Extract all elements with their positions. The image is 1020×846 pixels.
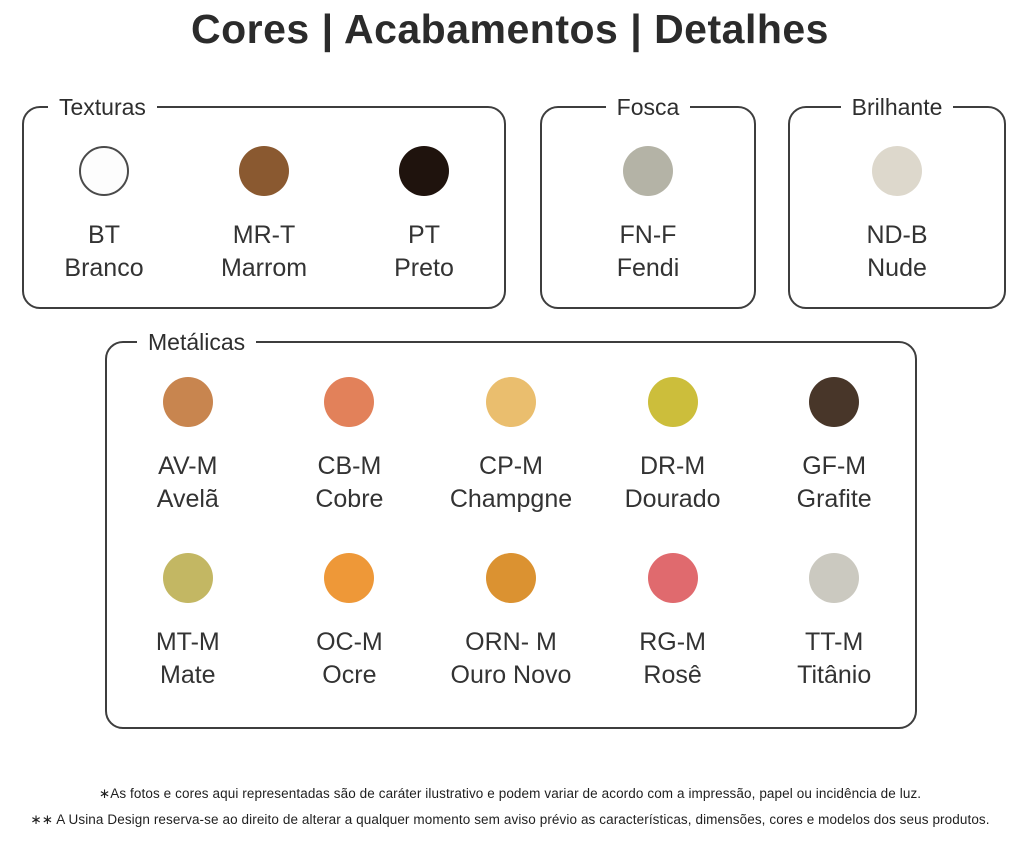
footnotes: ∗As fotos e cores aqui representadas são… bbox=[0, 786, 1020, 838]
swatch-name: Preto bbox=[394, 254, 454, 282]
swatch-code: OC-M bbox=[316, 628, 383, 656]
swatch-orn-m-ouro-novo-dot bbox=[485, 553, 536, 603]
swatch-name: Branco bbox=[64, 254, 144, 282]
swatch-nd-b-nude-dot bbox=[872, 146, 922, 196]
swatch-cp-m-champgne: CP-M Champgne bbox=[430, 377, 592, 513]
swatch-name: Marrom bbox=[220, 254, 308, 282]
group-texturas: Texturas BT Branco MR-T Marrom PT Preto bbox=[22, 94, 506, 309]
swatch-code: RG-M bbox=[639, 628, 706, 656]
swatch-rg-m-rose: RG-M Rosê bbox=[592, 553, 754, 689]
group-metalicas: Metálicas AV-M Avelã CB-M Cobre CP-M Cha… bbox=[105, 329, 917, 729]
swatch-code: MT-M bbox=[155, 628, 220, 656]
swatch-fn-f-fendi-dot bbox=[623, 146, 673, 196]
swatch-gf-m-grafite: GF-M Grafite bbox=[753, 377, 915, 513]
swatch-name: Rosê bbox=[643, 661, 702, 689]
swatch-tt-m-titanio-dot bbox=[809, 553, 860, 603]
swatch-tt-m-titanio: TT-M Titânio bbox=[753, 553, 915, 689]
swatch-gf-m-grafite-dot bbox=[809, 377, 860, 427]
swatch-mr-t-marrom-dot bbox=[239, 146, 289, 196]
swatch-code: GF-M bbox=[802, 452, 867, 480]
swatch-name: Mate bbox=[160, 661, 216, 689]
swatch-code: TT-M bbox=[805, 628, 864, 656]
swatch-bt-branco: BT Branco bbox=[24, 146, 184, 282]
swatch-name: Fendi bbox=[616, 254, 680, 282]
swatch-oc-m-ocre-dot bbox=[324, 553, 375, 603]
page-title: Cores | Acabamentos | Detalhes bbox=[191, 6, 829, 52]
swatch-name: Ocre bbox=[322, 661, 377, 689]
swatch-dr-m-dourado: DR-M Dourado bbox=[592, 377, 754, 513]
swatch-code: ND-B bbox=[866, 221, 928, 249]
swatch-name: Grafite bbox=[796, 485, 872, 513]
swatch-av-m-avela: AV-M Avelã bbox=[107, 377, 269, 513]
swatch-name: Ouro Novo bbox=[450, 661, 572, 689]
swatch-pt-preto-dot bbox=[399, 146, 449, 196]
swatch-code: AV-M bbox=[158, 452, 218, 480]
swatch-mt-m-mate-dot bbox=[162, 553, 213, 603]
swatch-mt-m-mate: MT-M Mate bbox=[107, 553, 269, 689]
swatch-name: Avelã bbox=[156, 485, 219, 513]
swatch-bt-branco-dot bbox=[79, 146, 129, 196]
swatch-name: Nude bbox=[867, 254, 927, 282]
group-fosca: Fosca FN-F Fendi bbox=[540, 94, 756, 309]
group-texturas-label: Texturas bbox=[59, 94, 146, 120]
swatch-name: Cobre bbox=[315, 485, 384, 513]
swatch-rg-m-rose-dot bbox=[647, 553, 698, 603]
swatch-fn-f-fendi: FN-F Fendi bbox=[542, 146, 754, 282]
swatch-nd-b-nude: ND-B Nude bbox=[790, 146, 1004, 282]
swatch-name: Champgne bbox=[449, 485, 573, 513]
texturas-swatch-row: BT Branco MR-T Marrom PT Preto bbox=[24, 120, 504, 282]
swatch-code: BT bbox=[88, 221, 120, 249]
group-fosca-label: Fosca bbox=[616, 94, 680, 120]
swatch-code: PT bbox=[408, 221, 440, 249]
swatch-av-m-avela-dot bbox=[162, 377, 213, 427]
swatch-cb-m-cobre-dot bbox=[324, 377, 375, 427]
swatch-code: FN-F bbox=[619, 221, 677, 249]
brilhante-swatch-row: ND-B Nude bbox=[790, 120, 1004, 282]
swatch-code: ORN- M bbox=[465, 628, 557, 656]
swatch-dr-m-dourado-dot bbox=[647, 377, 698, 427]
swatch-pt-preto: PT Preto bbox=[344, 146, 504, 282]
metalicas-swatch-row-2: MT-M Mate OC-M Ocre ORN- M Ouro Novo RG-… bbox=[107, 553, 915, 689]
footnote-illustrative: ∗As fotos e cores aqui representadas são… bbox=[98, 786, 922, 801]
swatch-code: DR-M bbox=[639, 452, 706, 480]
swatch-name: Dourado bbox=[624, 485, 721, 513]
swatch-orn-m-ouro-novo: ORN- M Ouro Novo bbox=[430, 553, 592, 689]
footnote-rights: ∗∗ A Usina Design reserva-se ao direito … bbox=[30, 812, 990, 827]
fosca-swatch-row: FN-F Fendi bbox=[542, 120, 754, 282]
metalicas-swatch-row-1: AV-M Avelã CB-M Cobre CP-M Champgne DR-M… bbox=[107, 355, 915, 513]
group-brilhante-label: Brilhante bbox=[851, 94, 943, 120]
swatch-name: Titânio bbox=[797, 661, 872, 689]
swatch-cb-m-cobre: CB-M Cobre bbox=[269, 377, 431, 513]
swatch-cp-m-champgne-dot bbox=[485, 377, 536, 427]
swatch-code: CB-M bbox=[317, 452, 382, 480]
swatch-oc-m-ocre: OC-M Ocre bbox=[269, 553, 431, 689]
group-metalicas-label: Metálicas bbox=[148, 329, 246, 355]
swatch-mr-t-marrom: MR-T Marrom bbox=[184, 146, 344, 282]
group-brilhante: Brilhante ND-B Nude bbox=[788, 94, 1006, 309]
swatch-code: CP-M bbox=[479, 452, 543, 480]
swatch-code: MR-T bbox=[232, 221, 296, 249]
